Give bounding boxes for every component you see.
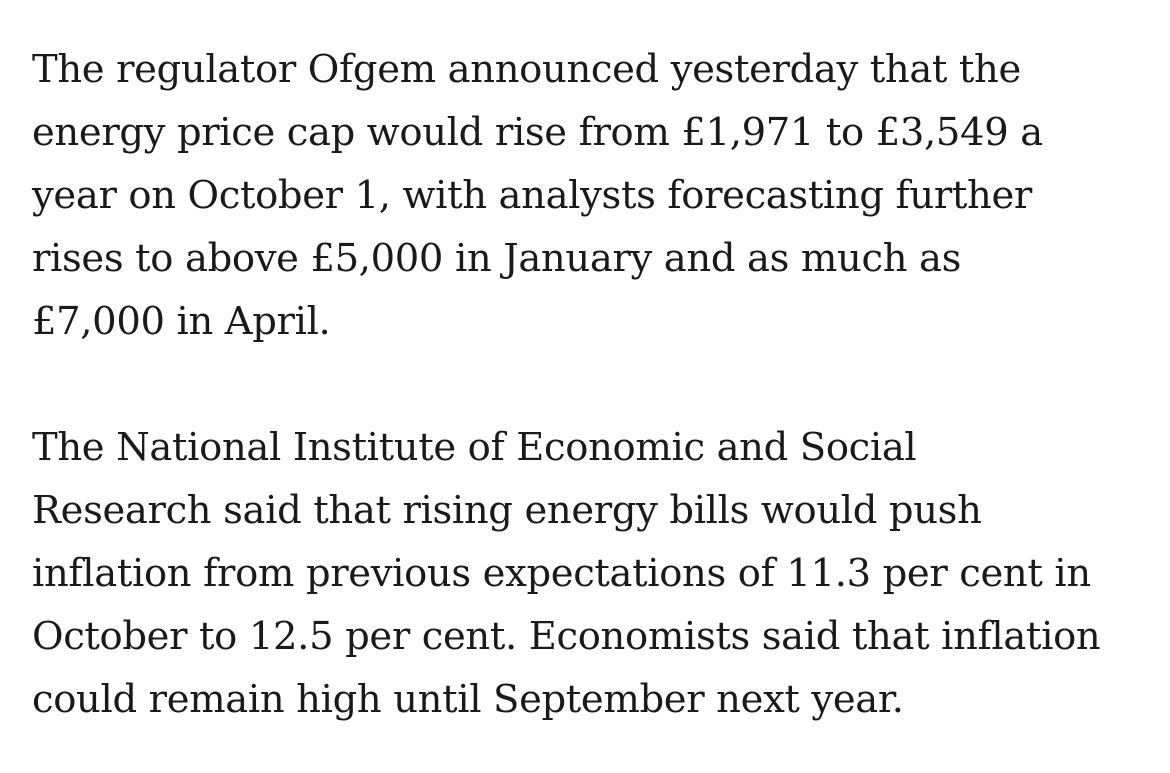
text-line: Research said that rising energy bills w… (32, 488, 982, 533)
text-line: October to 12.5 per cent. Economists sai… (32, 614, 1101, 659)
text-line: The National Institute of Economic and S… (32, 425, 917, 470)
paragraph-inflation: The National Institute of Economic and S… (32, 416, 1152, 731)
text-line: could remain high until September next y… (32, 677, 904, 722)
article-body: The regulator Ofgem announced yesterday … (32, 38, 1152, 731)
text-line: year on October 1, with analysts forecas… (32, 173, 1032, 218)
text-line: inflation from previous expectations of … (32, 551, 1091, 596)
paragraph-price-cap: The regulator Ofgem announced yesterday … (32, 38, 1152, 353)
text-line: The regulator Ofgem announced yesterday … (32, 47, 1021, 92)
text-line: £7,000 in April. (32, 299, 331, 344)
text-line: energy price cap would rise from £1,971 … (32, 110, 1043, 155)
text-line: rises to above £5,000 in January and as … (32, 236, 962, 281)
